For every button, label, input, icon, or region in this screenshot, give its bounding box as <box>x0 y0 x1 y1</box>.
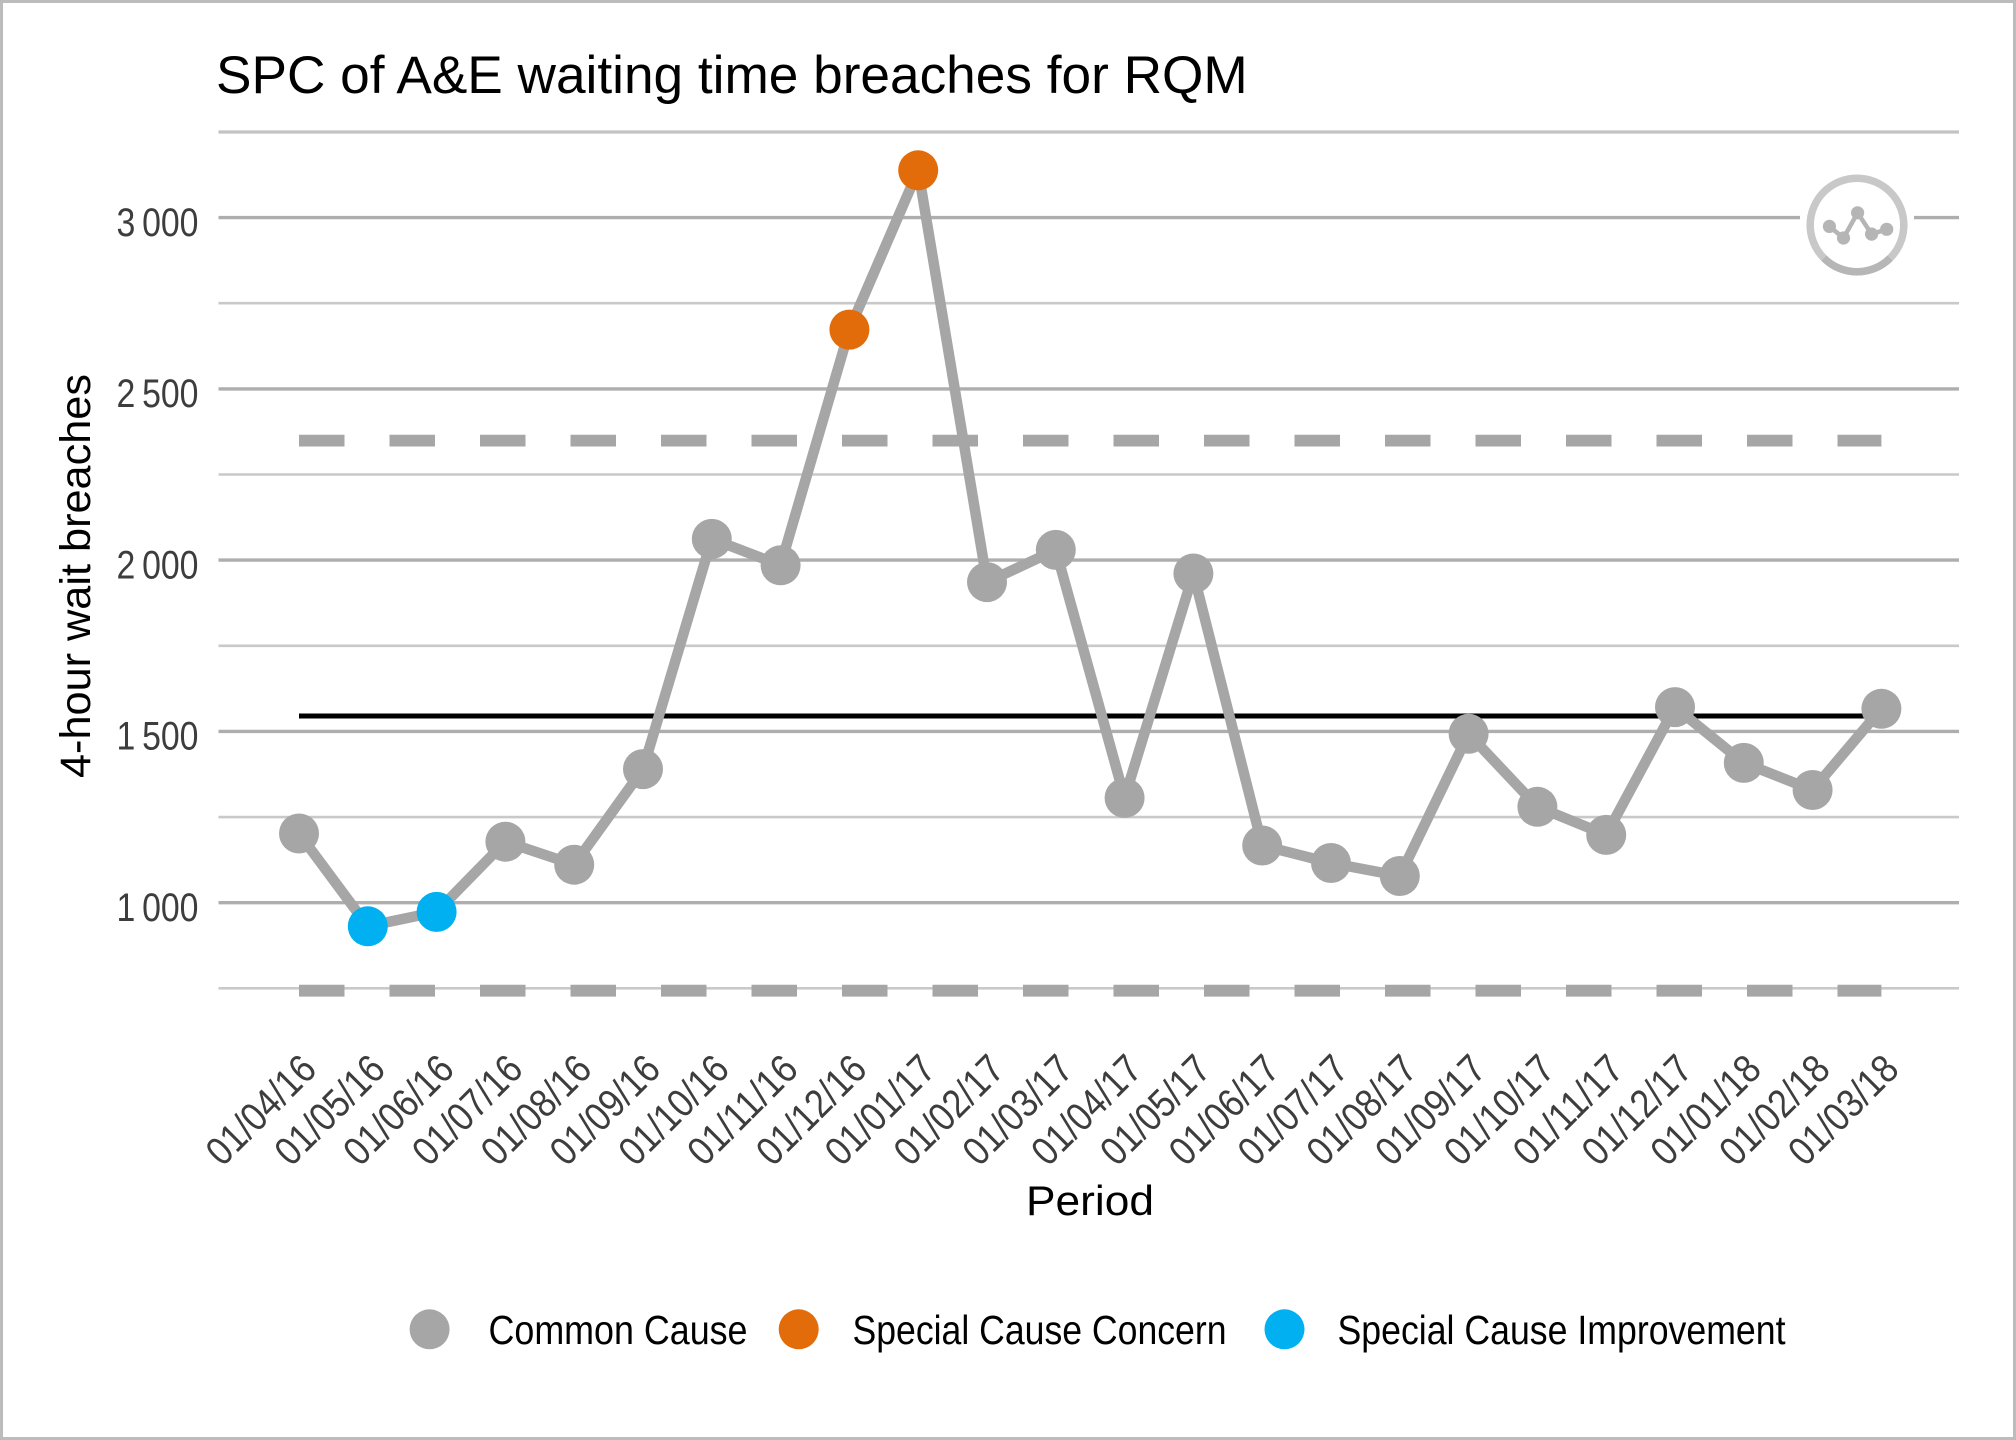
svg-text:Special Cause Improvement: Special Cause Improvement <box>1338 1307 1787 1353</box>
svg-text:2 000: 2 000 <box>117 543 199 587</box>
svg-text:3 000: 3 000 <box>117 201 199 245</box>
svg-text:Period: Period <box>1026 1177 1154 1224</box>
svg-text:1 500: 1 500 <box>117 715 199 759</box>
svg-text:Special Cause Concern: Special Cause Concern <box>853 1307 1227 1353</box>
svg-text:4-hour wait breaches: 4-hour wait breaches <box>52 374 100 778</box>
svg-text:1 000: 1 000 <box>117 886 199 930</box>
svg-text:SPC of A&E waiting time breach: SPC of A&E waiting time breaches for RQM <box>216 46 1248 105</box>
svg-text:2 500: 2 500 <box>117 372 199 416</box>
svg-text:Common Cause: Common Cause <box>489 1307 748 1353</box>
